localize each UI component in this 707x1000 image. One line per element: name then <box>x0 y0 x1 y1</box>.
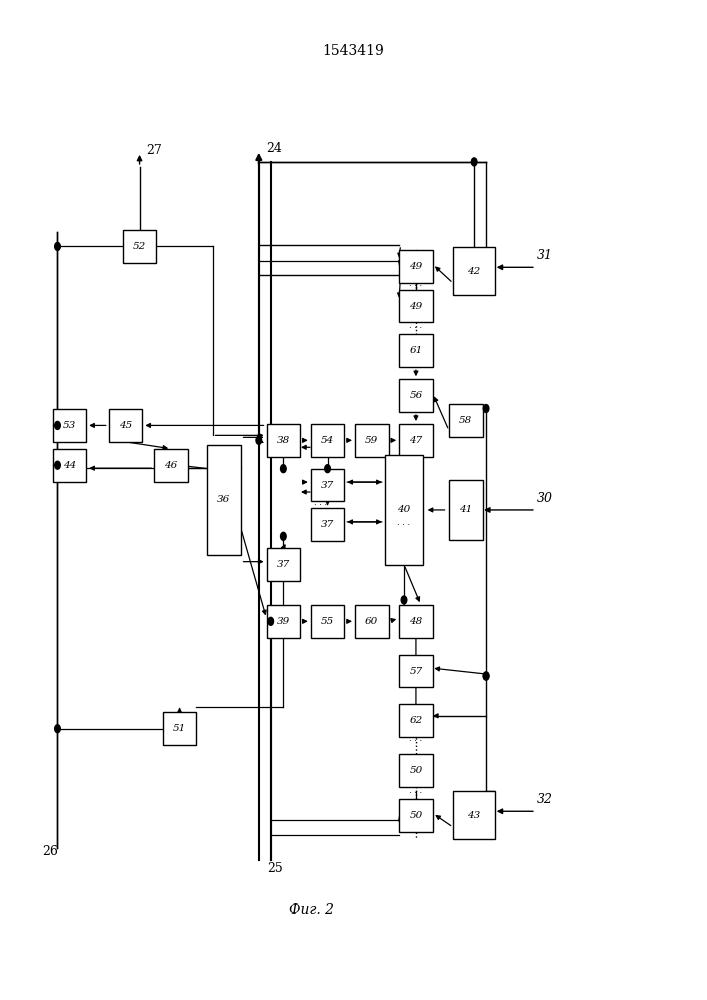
Text: 27: 27 <box>146 144 163 157</box>
FancyBboxPatch shape <box>399 704 433 737</box>
Circle shape <box>484 672 489 680</box>
Text: 53: 53 <box>63 421 76 430</box>
Text: 48: 48 <box>409 617 423 626</box>
Circle shape <box>325 465 330 473</box>
FancyBboxPatch shape <box>267 424 300 457</box>
FancyBboxPatch shape <box>453 247 495 295</box>
Circle shape <box>54 461 60 469</box>
FancyBboxPatch shape <box>385 455 423 565</box>
Text: · · ·: · · · <box>409 324 423 332</box>
Text: Фиг. 2: Фиг. 2 <box>289 903 334 917</box>
FancyBboxPatch shape <box>399 290 433 322</box>
Text: 50: 50 <box>409 766 423 775</box>
Circle shape <box>256 436 262 444</box>
FancyBboxPatch shape <box>154 449 188 482</box>
Text: 52: 52 <box>133 242 146 251</box>
Circle shape <box>54 242 60 250</box>
FancyBboxPatch shape <box>453 791 495 839</box>
Text: 31: 31 <box>537 249 554 262</box>
Text: 38: 38 <box>276 436 290 445</box>
FancyBboxPatch shape <box>399 754 433 787</box>
Text: 59: 59 <box>365 436 378 445</box>
FancyBboxPatch shape <box>399 250 433 283</box>
Circle shape <box>484 672 489 680</box>
Text: 44: 44 <box>63 461 76 470</box>
Text: 58: 58 <box>459 416 472 425</box>
Text: 46: 46 <box>165 461 177 470</box>
Text: 47: 47 <box>409 436 423 445</box>
FancyBboxPatch shape <box>123 230 156 263</box>
FancyBboxPatch shape <box>355 424 389 457</box>
Circle shape <box>268 617 274 625</box>
Text: 61: 61 <box>409 346 423 355</box>
Text: 32: 32 <box>537 793 554 806</box>
FancyBboxPatch shape <box>355 605 389 638</box>
FancyBboxPatch shape <box>399 605 433 638</box>
Text: 41: 41 <box>459 505 472 514</box>
FancyBboxPatch shape <box>267 605 300 638</box>
Text: · · ·: · · · <box>409 282 423 290</box>
Circle shape <box>484 405 489 412</box>
Text: 56: 56 <box>409 391 423 400</box>
Text: · · ·: · · · <box>409 789 423 797</box>
FancyBboxPatch shape <box>310 469 344 501</box>
FancyBboxPatch shape <box>310 424 344 457</box>
Text: 26: 26 <box>42 845 58 858</box>
Text: 37: 37 <box>321 481 334 490</box>
FancyBboxPatch shape <box>267 548 300 581</box>
FancyBboxPatch shape <box>310 605 344 638</box>
Circle shape <box>281 532 286 540</box>
Text: 1543419: 1543419 <box>322 44 385 58</box>
Text: 39: 39 <box>276 617 290 626</box>
Text: 36: 36 <box>217 495 230 504</box>
Text: 30: 30 <box>537 492 554 505</box>
Text: 57: 57 <box>409 667 423 676</box>
Circle shape <box>472 158 477 166</box>
Text: 40: 40 <box>397 505 411 514</box>
Text: 55: 55 <box>321 617 334 626</box>
Circle shape <box>54 421 60 429</box>
FancyBboxPatch shape <box>52 449 86 482</box>
Text: 54: 54 <box>321 436 334 445</box>
FancyBboxPatch shape <box>399 424 433 457</box>
Circle shape <box>54 725 60 733</box>
FancyBboxPatch shape <box>399 334 433 367</box>
Circle shape <box>281 465 286 473</box>
Text: · · ·: · · · <box>409 737 423 745</box>
FancyBboxPatch shape <box>399 799 433 832</box>
Circle shape <box>401 596 407 604</box>
Text: 51: 51 <box>173 724 186 733</box>
Text: 37: 37 <box>321 520 334 529</box>
Text: 45: 45 <box>119 421 132 430</box>
Text: 43: 43 <box>467 811 481 820</box>
Text: 49: 49 <box>409 262 423 271</box>
FancyBboxPatch shape <box>207 445 240 555</box>
FancyBboxPatch shape <box>399 655 433 687</box>
Text: · · ·: · · · <box>397 521 411 529</box>
Text: 24: 24 <box>266 142 281 155</box>
Text: 62: 62 <box>409 716 423 725</box>
FancyBboxPatch shape <box>310 508 344 541</box>
FancyBboxPatch shape <box>109 409 142 442</box>
Text: 50: 50 <box>409 811 423 820</box>
Text: 60: 60 <box>365 617 378 626</box>
FancyBboxPatch shape <box>449 480 483 540</box>
FancyBboxPatch shape <box>52 409 86 442</box>
FancyBboxPatch shape <box>163 712 197 745</box>
FancyBboxPatch shape <box>399 379 433 412</box>
FancyBboxPatch shape <box>449 404 483 437</box>
Text: · · ·: · · · <box>314 501 327 509</box>
Text: 37: 37 <box>276 560 290 569</box>
Text: 49: 49 <box>409 302 423 311</box>
Text: 25: 25 <box>267 862 283 875</box>
Text: 42: 42 <box>467 267 481 276</box>
